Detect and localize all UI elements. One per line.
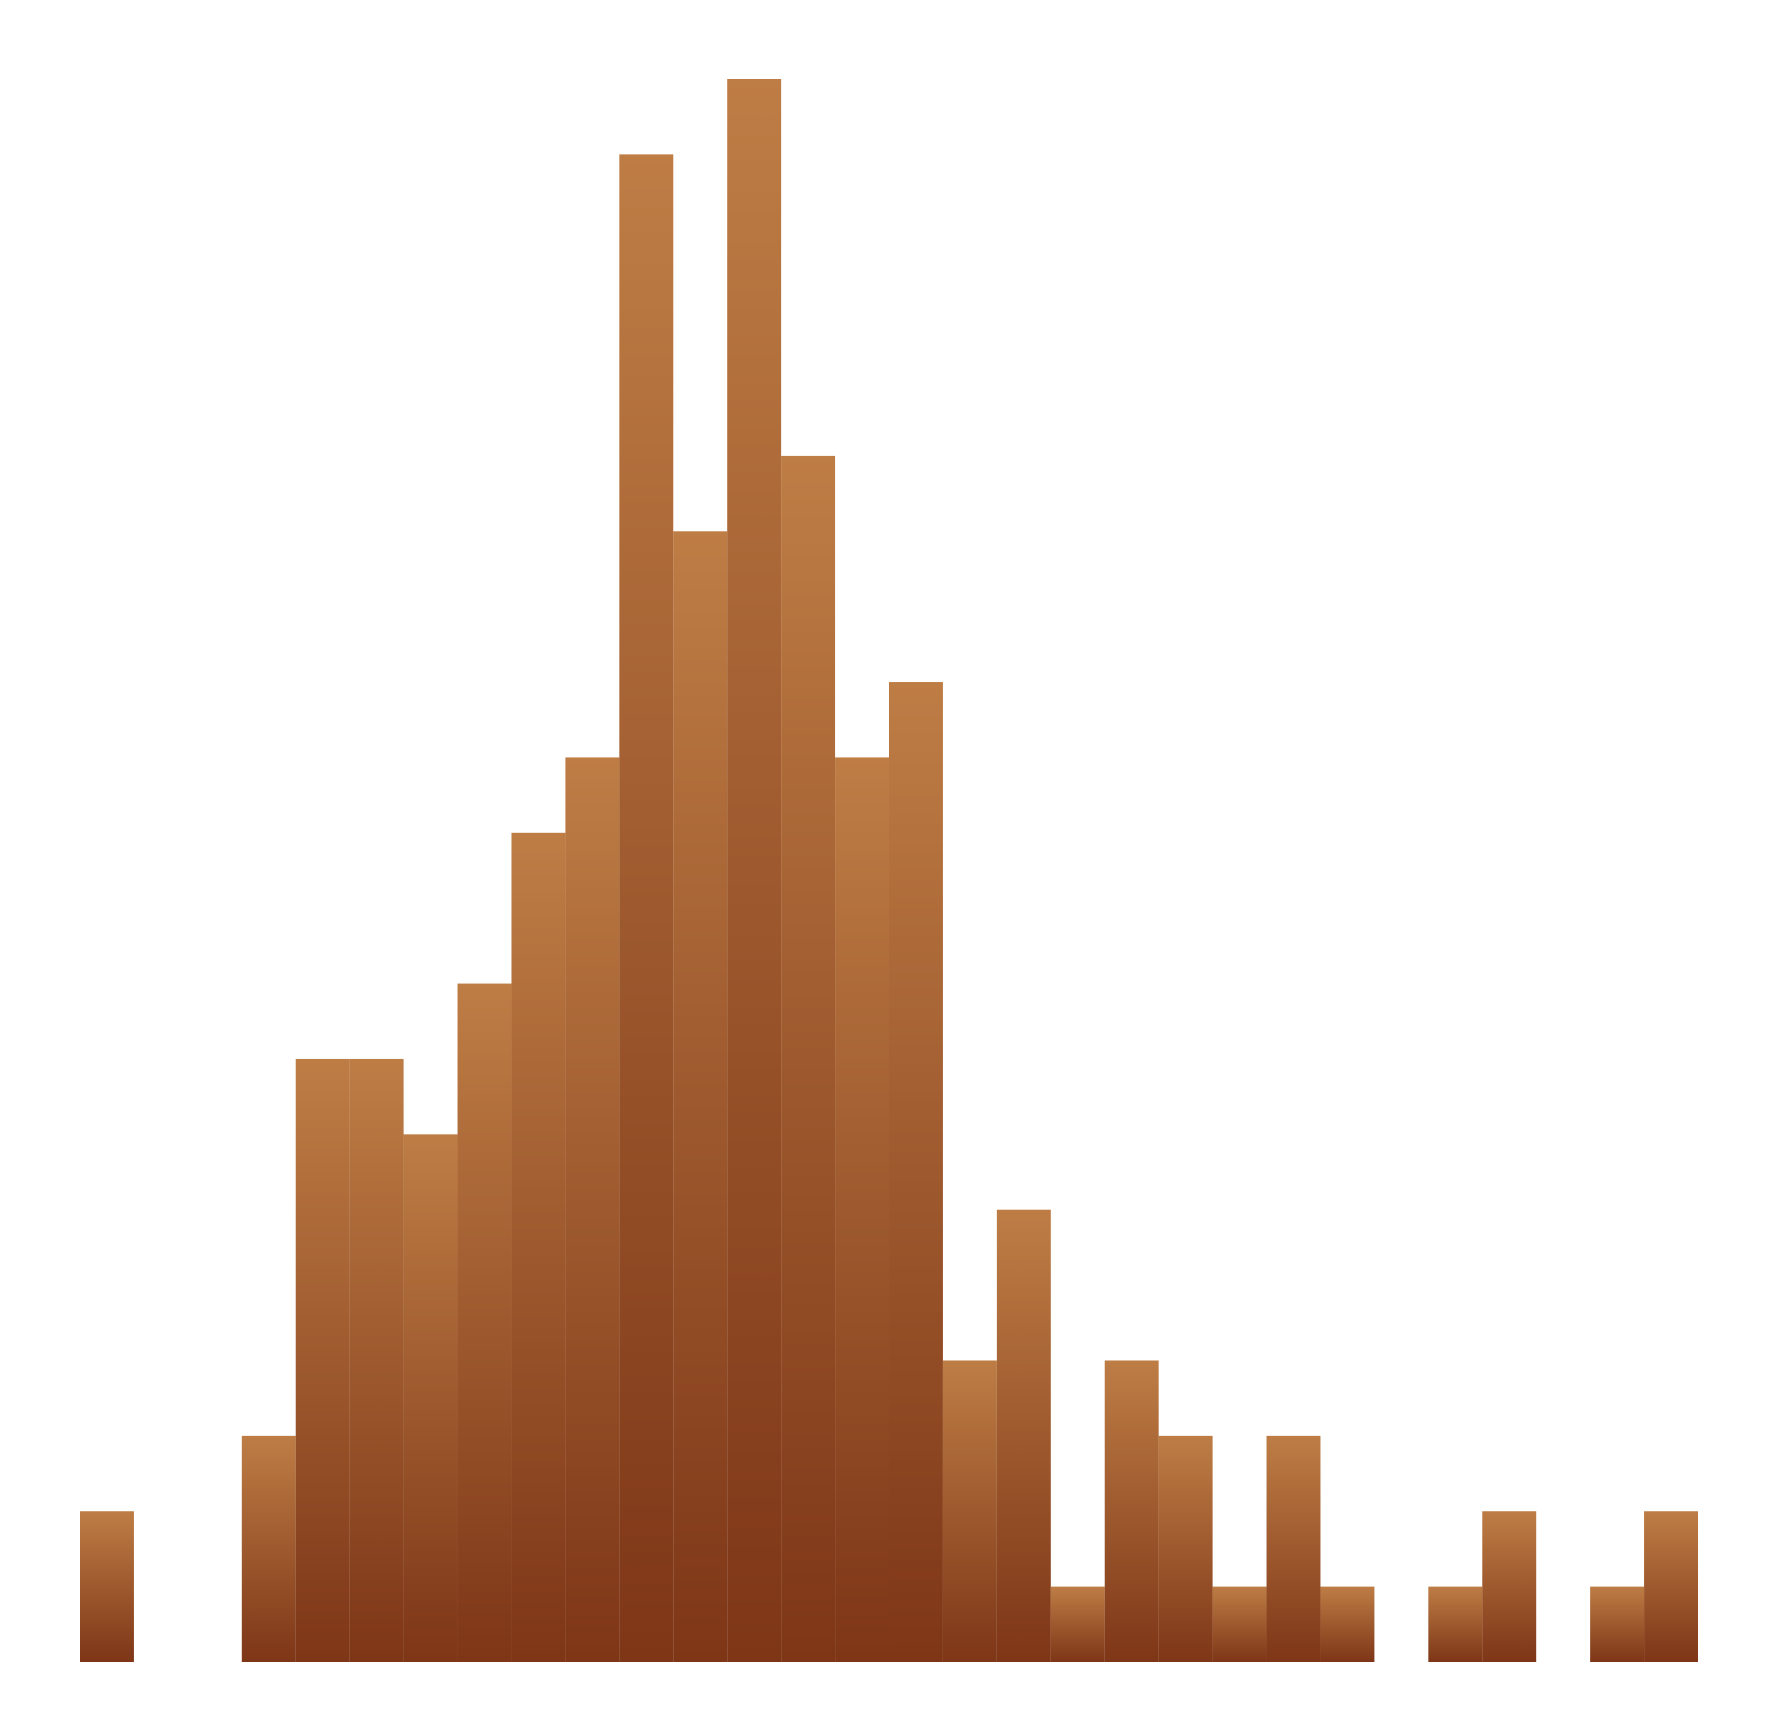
histogram-bar-26 (1428, 1586, 1483, 1662)
histogram-bar-16 (889, 682, 943, 1662)
histogram-bar-23 (1266, 1435, 1321, 1662)
histogram-bar-13 (727, 79, 782, 1662)
histogram-bar-8 (457, 983, 512, 1662)
histogram-bar-29 (1590, 1586, 1645, 1662)
histogram-bar-11 (619, 154, 674, 1662)
histogram-bar-12 (673, 531, 728, 1662)
histogram-bar-15 (835, 757, 889, 1662)
histogram-bar-30 (1644, 1511, 1698, 1662)
histogram-bar-4 (241, 1435, 296, 1662)
histogram-bar-14 (781, 455, 836, 1662)
histogram-bar-10 (565, 757, 620, 1662)
histogram-bar-17 (942, 1360, 997, 1662)
histogram-bar-7 (403, 1134, 458, 1662)
histogram-bar-21 (1158, 1435, 1213, 1662)
bars-group (80, 79, 1698, 1662)
histogram-bar-9 (511, 832, 566, 1662)
histogram-bar-22 (1212, 1586, 1267, 1662)
histogram-bar-24 (1320, 1586, 1375, 1662)
histogram-bar-27 (1482, 1511, 1537, 1662)
histogram-bar-20 (1104, 1360, 1159, 1662)
histogram-bar-19 (1050, 1586, 1105, 1662)
histogram-bar-6 (349, 1058, 404, 1662)
histogram-bar-5 (295, 1058, 350, 1662)
histogram-bar-1 (80, 1511, 134, 1662)
histogram-bar-18 (996, 1209, 1051, 1662)
